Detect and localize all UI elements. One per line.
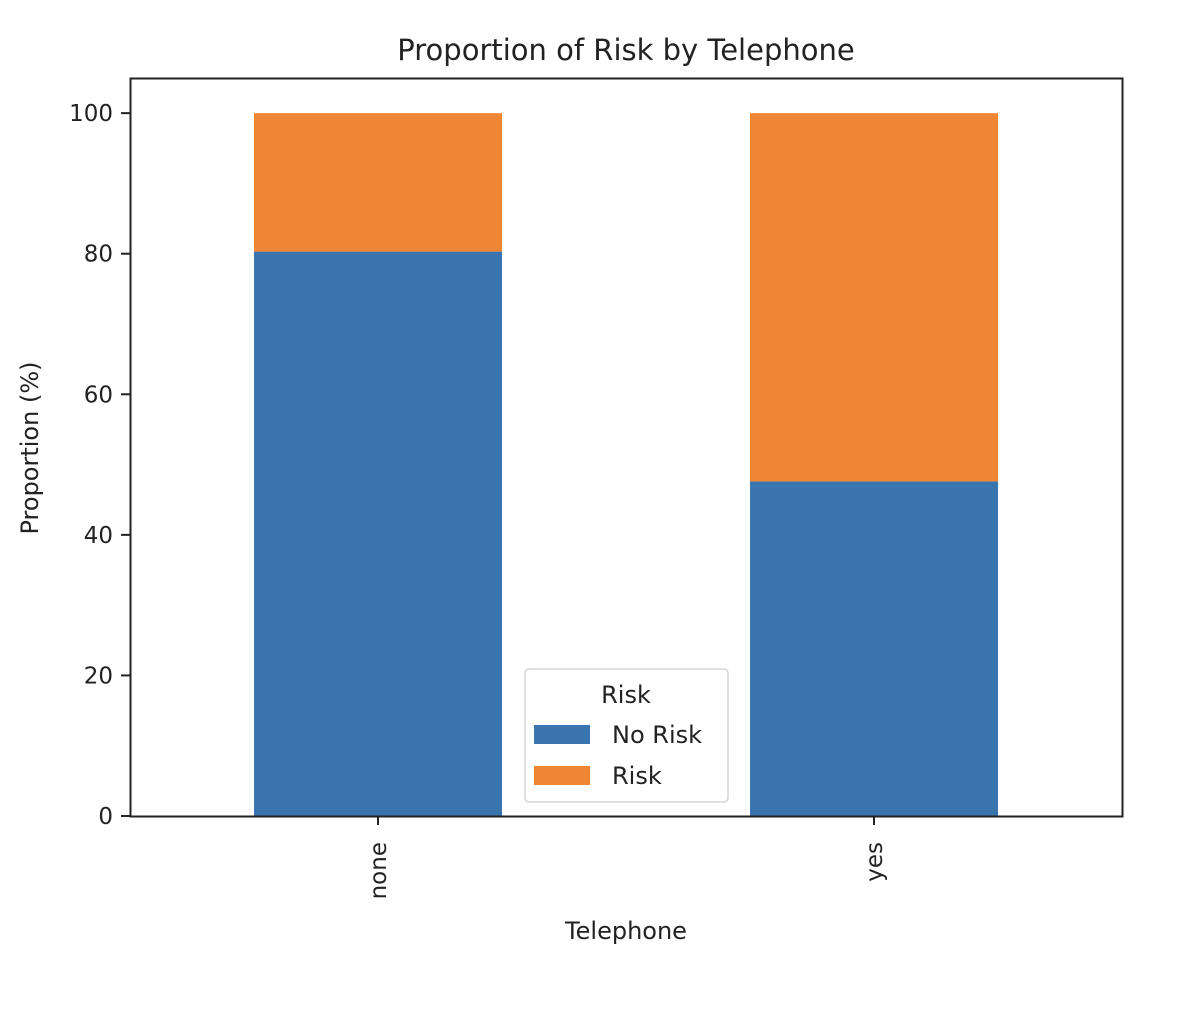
x-axis-label: Telephone: [564, 917, 687, 945]
legend-title: Risk: [601, 681, 651, 709]
plot-frame: [129, 77, 1124, 818]
y-axis: 0 20 40 60 80 100: [69, 101, 130, 830]
legend-swatch-risk: [534, 766, 590, 785]
x-axis: none yes: [366, 816, 888, 899]
bar-risk-yes: [750, 113, 998, 482]
legend-label-no-risk: No Risk: [612, 721, 702, 749]
legend-swatch-no-risk: [534, 725, 590, 744]
bar-risk-none: [254, 113, 502, 252]
y-tick-label-60: 60: [84, 382, 113, 408]
bar-no-risk-none: [254, 251, 502, 817]
bars-layer: [254, 113, 998, 817]
y-tick-label-20: 20: [84, 663, 113, 689]
y-axis-label: Proportion (%): [16, 362, 44, 535]
legend-items: No Risk Risk: [534, 721, 702, 790]
y-tick-label-0: 0: [98, 804, 113, 830]
x-tick-label-none: none: [366, 842, 392, 899]
chart-title: Proportion of Risk by Telephone: [397, 33, 854, 67]
y-tick-label-80: 80: [84, 242, 113, 268]
x-tick-label-yes: yes: [862, 842, 888, 882]
legend: Risk No Risk Risk: [524, 668, 729, 803]
bar-no-risk-yes: [750, 481, 998, 816]
y-tick-label-40: 40: [84, 523, 113, 549]
legend-label-risk: Risk: [612, 762, 662, 790]
y-tick-label-100: 100: [69, 101, 113, 127]
